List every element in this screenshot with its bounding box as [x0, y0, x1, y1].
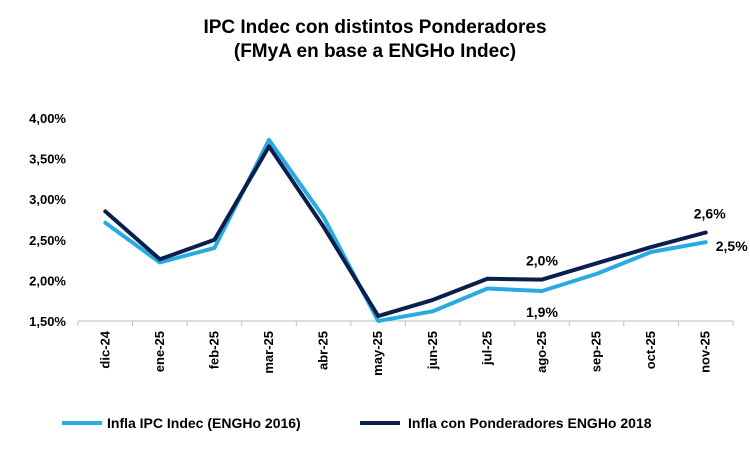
- legend: Infla IPC Indec (ENGHo 2016) Infla con Po…: [62, 415, 652, 431]
- y-tick-label: 1,50%: [29, 314, 66, 329]
- x-axis: dic-24 ene-25 feb-25 mar-25 abr-25 may-25 jun-…: [77, 320, 734, 376]
- x-tick-label: oct-25: [643, 331, 658, 369]
- data-label: 2,6%: [694, 205, 726, 221]
- series-line-ipc-indec: [103, 137, 708, 323]
- legend-item-ponderadores-2018: Infla con Ponderadores ENGHo 2018: [360, 415, 652, 431]
- series-lines: [103, 137, 708, 323]
- x-tick-label: jul-25: [479, 331, 494, 366]
- x-tick-label: feb-25: [206, 331, 221, 369]
- chart-title: IPC Indec con distintos Ponderadores: [203, 17, 546, 38]
- series-line-ponderadores-2018: [103, 144, 708, 319]
- legend-item-ipc-indec: Infla IPC Indec (ENGHo 2016): [62, 415, 301, 431]
- x-tick-label: jun-25: [425, 331, 440, 370]
- x-tick-label: mar-25: [261, 331, 276, 374]
- chart-subtitle: (FMyA en base a ENGHo Indec): [234, 41, 516, 62]
- legend-label: Infla con Ponderadores ENGHo 2018: [408, 415, 652, 431]
- x-tick-label: dic-24: [97, 330, 112, 368]
- y-tick-label: 3,50%: [29, 152, 66, 167]
- data-label: 2,5%: [716, 238, 748, 254]
- x-tick-label: ago-25: [534, 331, 549, 373]
- x-tick-label: nov-25: [698, 331, 713, 373]
- x-tick-label: sep-25: [589, 331, 604, 372]
- x-tick-label: abr-25: [316, 331, 331, 370]
- data-label: 1,9%: [526, 304, 558, 320]
- y-axis: 1,50% 2,00% 2,50% 3,00% 3,50% 4,00%: [29, 111, 66, 329]
- data-label: 2,0%: [526, 253, 558, 269]
- x-tick-label: ene-25: [152, 331, 167, 372]
- x-tick-label: may-25: [370, 331, 385, 376]
- y-tick-label: 4,00%: [29, 111, 66, 126]
- data-annotations: 2,0% 1,9% 2,6% 2,5%: [526, 205, 748, 319]
- legend-label: Infla IPC Indec (ENGHo 2016): [107, 415, 301, 431]
- y-tick-label: 2,50%: [29, 233, 66, 248]
- y-tick-label: 3,00%: [29, 192, 66, 207]
- y-tick-label: 2,00%: [29, 273, 66, 288]
